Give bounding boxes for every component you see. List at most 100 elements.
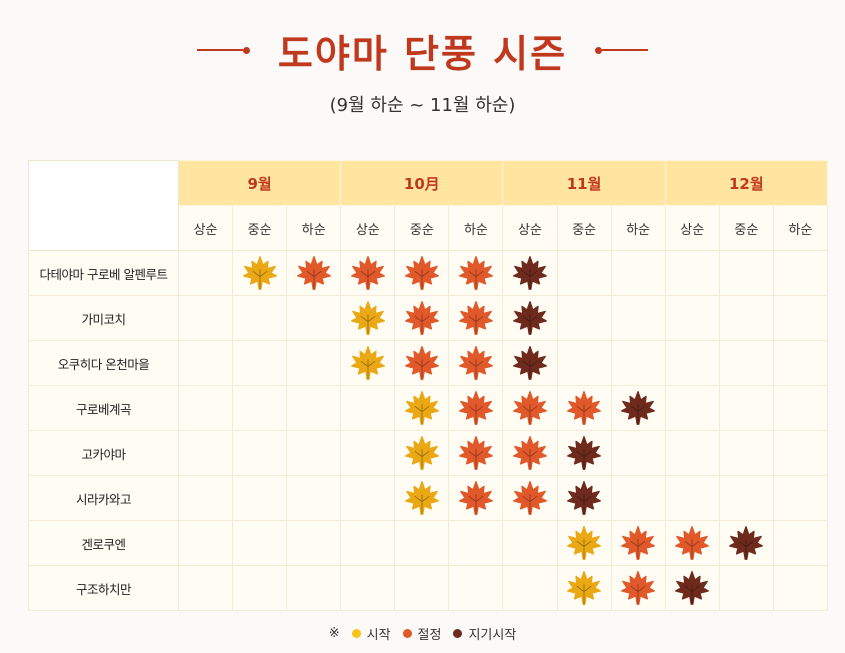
maple-leaf-peak-icon xyxy=(404,346,439,380)
maple-leaf-end-icon xyxy=(621,391,656,425)
period-cell xyxy=(772,250,829,296)
period-cell xyxy=(502,340,558,386)
title-decoration-left xyxy=(196,46,250,54)
page-subtitle: (9월 하순 ~ 11월 하순) xyxy=(329,95,516,116)
period-cell xyxy=(556,520,612,566)
period-cell xyxy=(394,250,450,296)
maple-leaf-peak-icon xyxy=(513,481,547,515)
maple-leaf-end-icon xyxy=(729,526,764,560)
period-cell xyxy=(556,430,612,476)
period-header: 하순 xyxy=(610,205,666,251)
period-cell xyxy=(232,295,288,341)
maple-leaf-peak-icon xyxy=(459,436,493,470)
legend: ※ 시작 절정 지기시작 xyxy=(0,624,845,643)
maple-leaf-peak-icon xyxy=(459,301,493,335)
period-cell xyxy=(177,565,234,611)
period-cell xyxy=(177,295,234,341)
destination-name: 고카야마 xyxy=(28,430,179,476)
maple-leaf-peak-icon xyxy=(350,256,385,290)
period-cell xyxy=(610,385,666,431)
period-cell xyxy=(718,250,774,296)
period-cell xyxy=(177,430,234,476)
period-cell xyxy=(177,250,234,296)
period-cell xyxy=(502,475,558,521)
title-decoration-right xyxy=(595,46,649,54)
period-header: 하순 xyxy=(286,205,342,251)
period-cell xyxy=(394,565,450,611)
maple-leaf-end-icon xyxy=(513,256,547,290)
maple-leaf-end-icon xyxy=(675,571,710,605)
period-cell xyxy=(610,250,666,296)
period-cell xyxy=(232,565,288,611)
maple-leaf-peak-icon xyxy=(404,256,439,290)
maple-leaf-start-icon xyxy=(404,436,439,470)
period-header: 상순 xyxy=(177,205,234,251)
period-cell xyxy=(232,430,288,476)
destination-name: 겐로쿠엔 xyxy=(28,520,179,566)
legend-peak-label: 절정 xyxy=(417,628,442,643)
destination-name: 시라카와고 xyxy=(28,475,179,521)
period-cell xyxy=(502,565,558,611)
maple-leaf-end-icon xyxy=(513,346,547,380)
maple-leaf-peak-icon xyxy=(513,391,547,425)
period-cell xyxy=(718,295,774,341)
period-cell xyxy=(394,385,450,431)
period-cell xyxy=(286,475,342,521)
maple-leaf-peak-icon xyxy=(459,256,493,290)
period-header: 중순 xyxy=(394,205,450,251)
maple-leaf-start-icon xyxy=(350,301,385,335)
period-cell xyxy=(286,385,342,431)
period-cell xyxy=(232,250,288,296)
maple-leaf-end-icon xyxy=(513,301,547,335)
period-cell xyxy=(448,385,504,431)
maple-leaf-end-icon xyxy=(567,436,601,470)
maple-leaf-peak-icon xyxy=(296,256,331,290)
period-cell xyxy=(448,565,504,611)
month-header: 11월 xyxy=(502,160,666,206)
period-cell xyxy=(610,520,666,566)
destination-name: 가미코치 xyxy=(28,295,179,341)
period-header: 중순 xyxy=(556,205,612,251)
period-cell xyxy=(718,385,774,431)
period-cell xyxy=(286,340,342,386)
period-header: 중순 xyxy=(232,205,288,251)
table-row: 고카야마 xyxy=(28,430,829,476)
period-cell xyxy=(502,385,558,431)
period-cell xyxy=(664,295,720,341)
period-cell xyxy=(718,520,774,566)
period-cell xyxy=(664,565,720,611)
period-cell xyxy=(177,385,234,431)
table-row: 다테야마 구로베 알펜루트 xyxy=(28,250,829,296)
period-cell xyxy=(232,475,288,521)
period-cell xyxy=(502,520,558,566)
period-cell xyxy=(340,340,396,386)
period-cell xyxy=(718,430,774,476)
period-cell xyxy=(664,340,720,386)
maple-leaf-peak-icon xyxy=(459,481,493,515)
period-cell xyxy=(232,520,288,566)
maple-leaf-peak-icon xyxy=(621,526,656,560)
period-cell xyxy=(772,340,829,386)
period-cell xyxy=(664,430,720,476)
period-cell xyxy=(177,475,234,521)
period-cell xyxy=(448,295,504,341)
period-cell xyxy=(772,475,829,521)
period-cell xyxy=(664,385,720,431)
destination-name: 구로베계곡 xyxy=(28,385,179,431)
month-header: 10月 xyxy=(340,160,504,206)
period-cell xyxy=(772,430,829,476)
period-cell xyxy=(664,475,720,521)
period-cell xyxy=(718,340,774,386)
maple-leaf-peak-icon xyxy=(459,391,493,425)
legend-end-dot xyxy=(453,629,463,638)
table-row: 시라카와고 xyxy=(28,475,829,521)
period-header: 하순 xyxy=(772,205,829,251)
period-cell xyxy=(448,430,504,476)
period-cell xyxy=(340,520,396,566)
period-cell xyxy=(610,430,666,476)
header: 도야마 단풍 시즌 xyxy=(0,22,845,78)
period-cell xyxy=(610,475,666,521)
period-cell xyxy=(340,295,396,341)
period-cell xyxy=(556,565,612,611)
period-cell xyxy=(177,520,234,566)
